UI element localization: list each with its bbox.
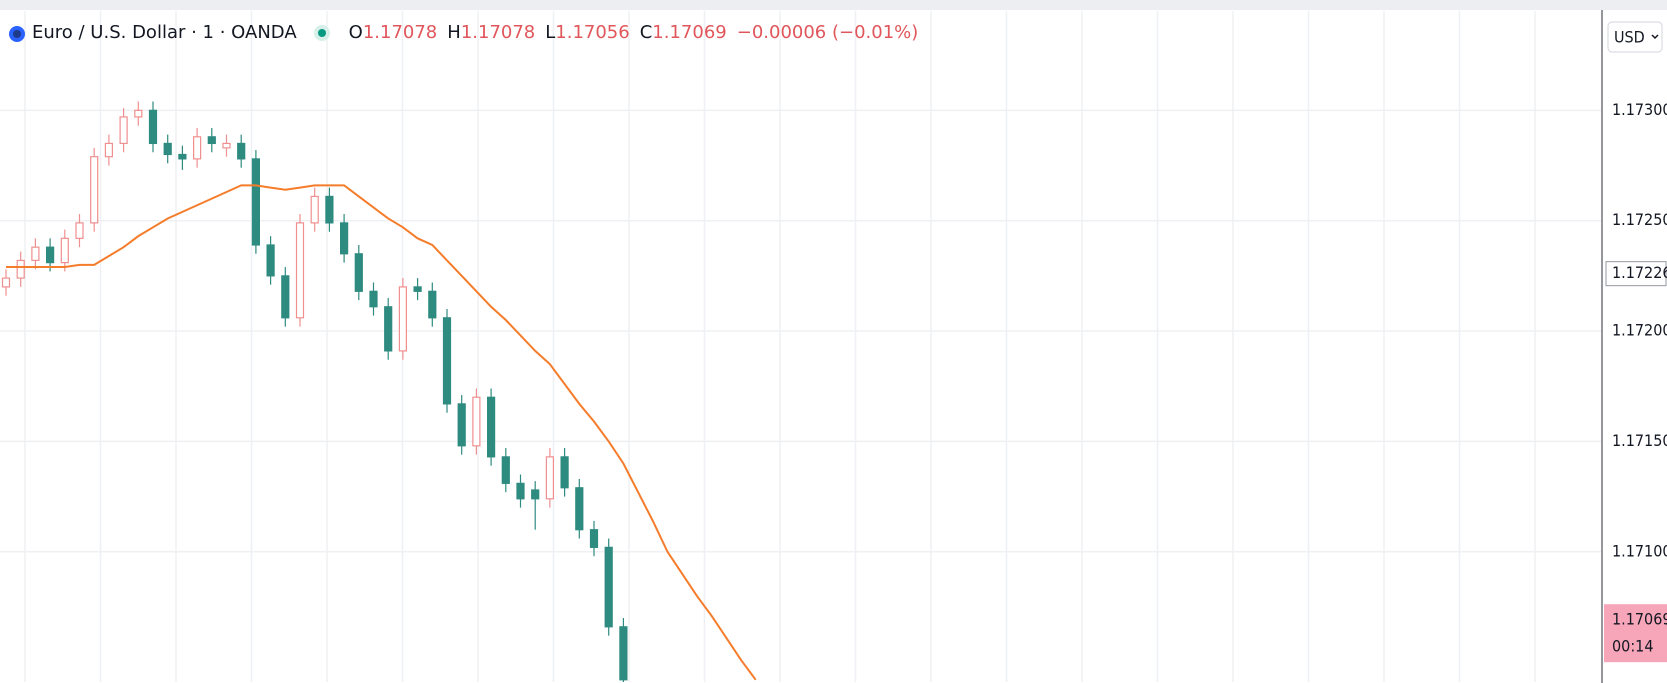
candle-body: [310, 195, 319, 224]
currency-button[interactable]: [1607, 21, 1663, 53]
candle-body: [487, 396, 496, 458]
last-price: 1.17069: [1612, 610, 1667, 629]
candle-body: [16, 259, 25, 279]
candle-body: [45, 246, 55, 264]
candle-body: [251, 158, 260, 246]
candle-body: [119, 116, 128, 145]
y-tick-label: 1.17100: [1612, 541, 1667, 560]
candle-body: [531, 489, 540, 500]
header: Euro / U.S. Dollar · 1 · OANDA O 1.17078 …: [8, 22, 918, 43]
candle-body: [428, 290, 437, 319]
high-label: H: [447, 22, 461, 43]
market-status: [313, 24, 330, 41]
candle-body: [75, 222, 84, 239]
candle-body: [589, 529, 599, 548]
candle-body: [384, 306, 393, 352]
candle-body: [575, 487, 584, 531]
candle-body: [325, 195, 334, 224]
marker-price: 1.17226: [1612, 263, 1667, 282]
candle-body: [501, 456, 510, 484]
high-value: 1.17078: [460, 22, 536, 43]
candle-body: [134, 109, 143, 118]
y-tick-label: 1.17300: [1612, 100, 1667, 119]
y-tick-label: 1.17150: [1612, 431, 1667, 450]
candle-body: [207, 136, 216, 145]
candle-body: [163, 142, 172, 156]
candle-body: [148, 109, 158, 145]
symbol-title: Euro / U.S. Dollar · 1 · OANDA: [32, 22, 297, 43]
plot: [0, 11, 1601, 682]
candle-body: [295, 222, 305, 319]
y-tick-label: 1.17250: [1612, 210, 1667, 229]
candle-body: [1, 277, 11, 288]
open-label: O: [348, 22, 363, 43]
candle-body: [60, 237, 69, 264]
candle-body: [222, 142, 231, 149]
open-value: 1.17078: [362, 22, 438, 43]
candle-body: [560, 456, 569, 489]
candle-body: [354, 253, 363, 292]
symbol-icon: [9, 25, 25, 42]
candle-body: [442, 317, 452, 405]
close-value: 1.17069: [652, 22, 727, 43]
candle-body: [340, 222, 349, 255]
currency[interactable]: USD: [1614, 28, 1645, 47]
y-tick-label: 1.17200: [1612, 321, 1667, 340]
candle-body: [472, 396, 481, 447]
candle-body: [413, 286, 422, 292]
top-strip: [0, 0, 1667, 10]
close-label: C: [639, 22, 653, 43]
low-value: 1.17056: [555, 22, 630, 43]
change: −0.00006 (−0.01%): [736, 22, 919, 43]
candle-body: [31, 246, 40, 262]
candle-body: [516, 482, 525, 500]
moving-average: [6, 184, 757, 681]
low-label: L: [545, 22, 556, 43]
candle-body: [369, 290, 378, 308]
marker-price-box: [1605, 261, 1667, 287]
candle-body: [193, 136, 202, 160]
candle-body: [178, 153, 187, 160]
countdown: 00:14: [1612, 637, 1653, 656]
currency-chevron[interactable]: [1651, 34, 1659, 40]
candle-body: [604, 546, 613, 628]
candle-body: [398, 286, 407, 352]
candle-body: [619, 626, 628, 681]
candle-body: [545, 456, 555, 500]
last-price-box: [1604, 604, 1667, 663]
candle-body: [281, 275, 290, 319]
candle-body: [90, 156, 99, 224]
candle-body: [457, 403, 466, 447]
candle-body: [237, 142, 246, 160]
candle-body: [104, 142, 114, 158]
candle-body: [266, 244, 275, 277]
